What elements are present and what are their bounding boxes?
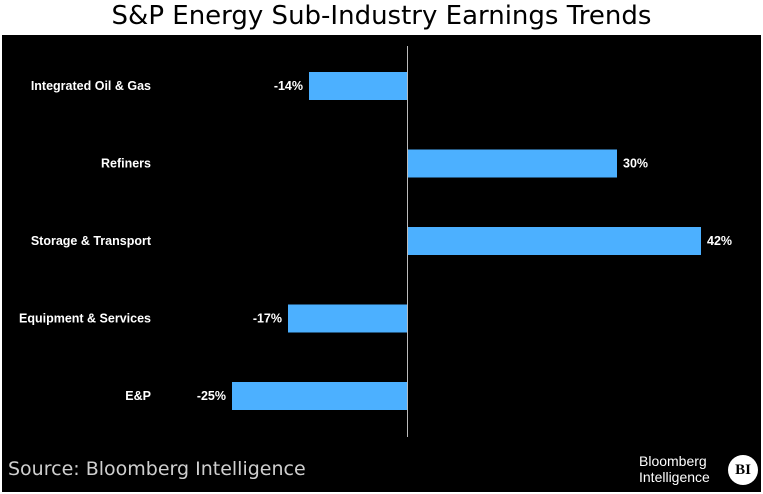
value-label: -14%	[274, 79, 303, 93]
bar-2	[407, 227, 701, 255]
bar-1	[407, 149, 617, 178]
value-label: -25%	[197, 389, 226, 403]
bloomberg-intelligence-logo: Bloomberg Intelligence	[639, 453, 723, 485]
bar-0	[309, 72, 407, 100]
category-label: Equipment & Services	[19, 312, 151, 326]
value-label: -17%	[253, 312, 282, 326]
category-label: E&P	[125, 389, 151, 403]
category-label: Refiners	[101, 157, 151, 171]
bar-3	[288, 304, 407, 333]
bi-badge-icon: BI	[728, 455, 758, 485]
logo-line-2: Intelligence	[639, 469, 710, 485]
category-label: Storage & Transport	[31, 234, 152, 248]
value-label: 42%	[707, 234, 732, 248]
source-note: Source: Bloomberg Intelligence	[8, 458, 306, 480]
category-label: Integrated Oil & Gas	[31, 79, 151, 93]
logo-line-1: Bloomberg	[639, 453, 707, 469]
bar-4	[232, 382, 407, 410]
chart-title: S&P Energy Sub-Industry Earnings Trends	[111, 1, 652, 31]
value-label: 30%	[623, 157, 648, 171]
chart-panel	[2, 35, 761, 492]
